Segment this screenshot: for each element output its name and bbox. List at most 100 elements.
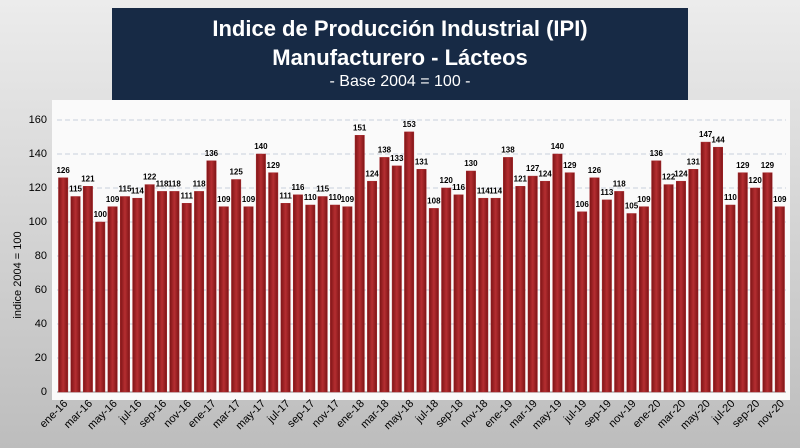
value-label: 109 bbox=[242, 195, 256, 204]
bar bbox=[70, 196, 81, 393]
y-tick-label: 60 bbox=[35, 284, 47, 296]
value-label: 127 bbox=[526, 164, 540, 173]
bar bbox=[292, 194, 303, 393]
y-tick-label: 160 bbox=[29, 114, 47, 126]
value-label: 114 bbox=[489, 186, 502, 195]
value-label: 108 bbox=[427, 197, 441, 206]
bar bbox=[700, 141, 711, 393]
bar bbox=[206, 160, 217, 393]
value-label: 118 bbox=[193, 180, 206, 189]
bar bbox=[626, 213, 637, 393]
bar bbox=[218, 206, 229, 393]
bar bbox=[132, 197, 143, 393]
value-label: 153 bbox=[402, 120, 416, 129]
bar bbox=[428, 208, 439, 393]
bar bbox=[181, 203, 192, 393]
value-label: 115 bbox=[69, 185, 82, 194]
value-label: 130 bbox=[464, 159, 478, 168]
bar bbox=[688, 169, 699, 393]
bar bbox=[268, 172, 279, 393]
value-label: 121 bbox=[514, 174, 528, 183]
bar bbox=[503, 157, 513, 393]
bar bbox=[638, 206, 649, 393]
bar bbox=[564, 172, 575, 393]
y-tick-label: 100 bbox=[29, 216, 47, 228]
chart-subtitle: - Base 2004 = 100 - bbox=[329, 73, 471, 90]
bar bbox=[540, 180, 551, 393]
value-label: 109 bbox=[106, 195, 120, 204]
bar bbox=[169, 191, 180, 393]
value-label: 115 bbox=[316, 185, 329, 194]
bar bbox=[552, 153, 563, 393]
value-label: 110 bbox=[329, 193, 342, 202]
value-label: 124 bbox=[674, 169, 688, 178]
value-label: 129 bbox=[761, 161, 775, 170]
bar bbox=[676, 180, 686, 393]
y-tick-label: 40 bbox=[35, 318, 47, 330]
bar bbox=[762, 172, 773, 393]
x-tick-label: nov-20 bbox=[755, 398, 787, 430]
bar bbox=[58, 177, 69, 393]
bar bbox=[713, 146, 723, 393]
value-label: 124 bbox=[538, 169, 552, 178]
y-tick-label: 20 bbox=[35, 352, 47, 364]
title-box: Indice de Producción Industrial (IPI) Ma… bbox=[112, 8, 688, 100]
value-label: 144 bbox=[711, 135, 725, 144]
bar bbox=[305, 204, 316, 393]
bar bbox=[614, 191, 625, 393]
value-label: 118 bbox=[613, 180, 626, 189]
bar bbox=[416, 169, 427, 393]
value-label: 147 bbox=[699, 130, 713, 139]
bar bbox=[194, 191, 205, 393]
value-label: 118 bbox=[168, 180, 181, 189]
value-label: 140 bbox=[254, 142, 268, 151]
value-label: 118 bbox=[156, 180, 169, 189]
value-label: 133 bbox=[390, 154, 404, 163]
value-label: 136 bbox=[650, 149, 664, 158]
bar bbox=[330, 204, 340, 393]
bar bbox=[379, 157, 390, 393]
value-label: 122 bbox=[143, 173, 157, 182]
chart-title: Indice de Producción Industrial (IPI) Ma… bbox=[212, 16, 588, 70]
value-label: 114 bbox=[477, 186, 490, 195]
value-label: 106 bbox=[575, 200, 589, 209]
bar bbox=[231, 179, 242, 393]
bar bbox=[317, 196, 328, 393]
value-label: 136 bbox=[205, 149, 219, 158]
bar bbox=[577, 211, 588, 393]
value-label: 131 bbox=[687, 157, 701, 166]
bar bbox=[95, 221, 106, 393]
y-tick-label: 120 bbox=[29, 182, 47, 194]
value-label: 105 bbox=[625, 202, 639, 211]
bar bbox=[342, 206, 353, 393]
value-label: 121 bbox=[81, 174, 95, 183]
bar bbox=[391, 165, 402, 393]
value-label: 124 bbox=[365, 169, 379, 178]
value-label: 109 bbox=[217, 195, 231, 204]
bar bbox=[255, 153, 266, 393]
bar bbox=[144, 184, 155, 393]
value-label: 110 bbox=[304, 193, 317, 202]
bar bbox=[441, 187, 452, 393]
bar bbox=[120, 196, 130, 393]
bar bbox=[601, 199, 612, 393]
value-label: 109 bbox=[341, 195, 355, 204]
value-label: 120 bbox=[440, 176, 454, 185]
bar bbox=[404, 131, 415, 393]
value-label: 100 bbox=[94, 210, 108, 219]
value-label: 131 bbox=[415, 157, 429, 166]
value-label: 114 bbox=[131, 186, 144, 195]
value-label: 126 bbox=[588, 166, 602, 175]
value-label: 120 bbox=[748, 176, 762, 185]
value-label: 129 bbox=[563, 161, 577, 170]
bar bbox=[465, 170, 476, 393]
value-label: 129 bbox=[736, 161, 750, 170]
bar bbox=[367, 180, 378, 393]
bar bbox=[243, 206, 254, 393]
value-label: 116 bbox=[291, 183, 304, 192]
bar bbox=[490, 197, 501, 393]
bar bbox=[453, 194, 464, 393]
bar bbox=[82, 186, 93, 393]
